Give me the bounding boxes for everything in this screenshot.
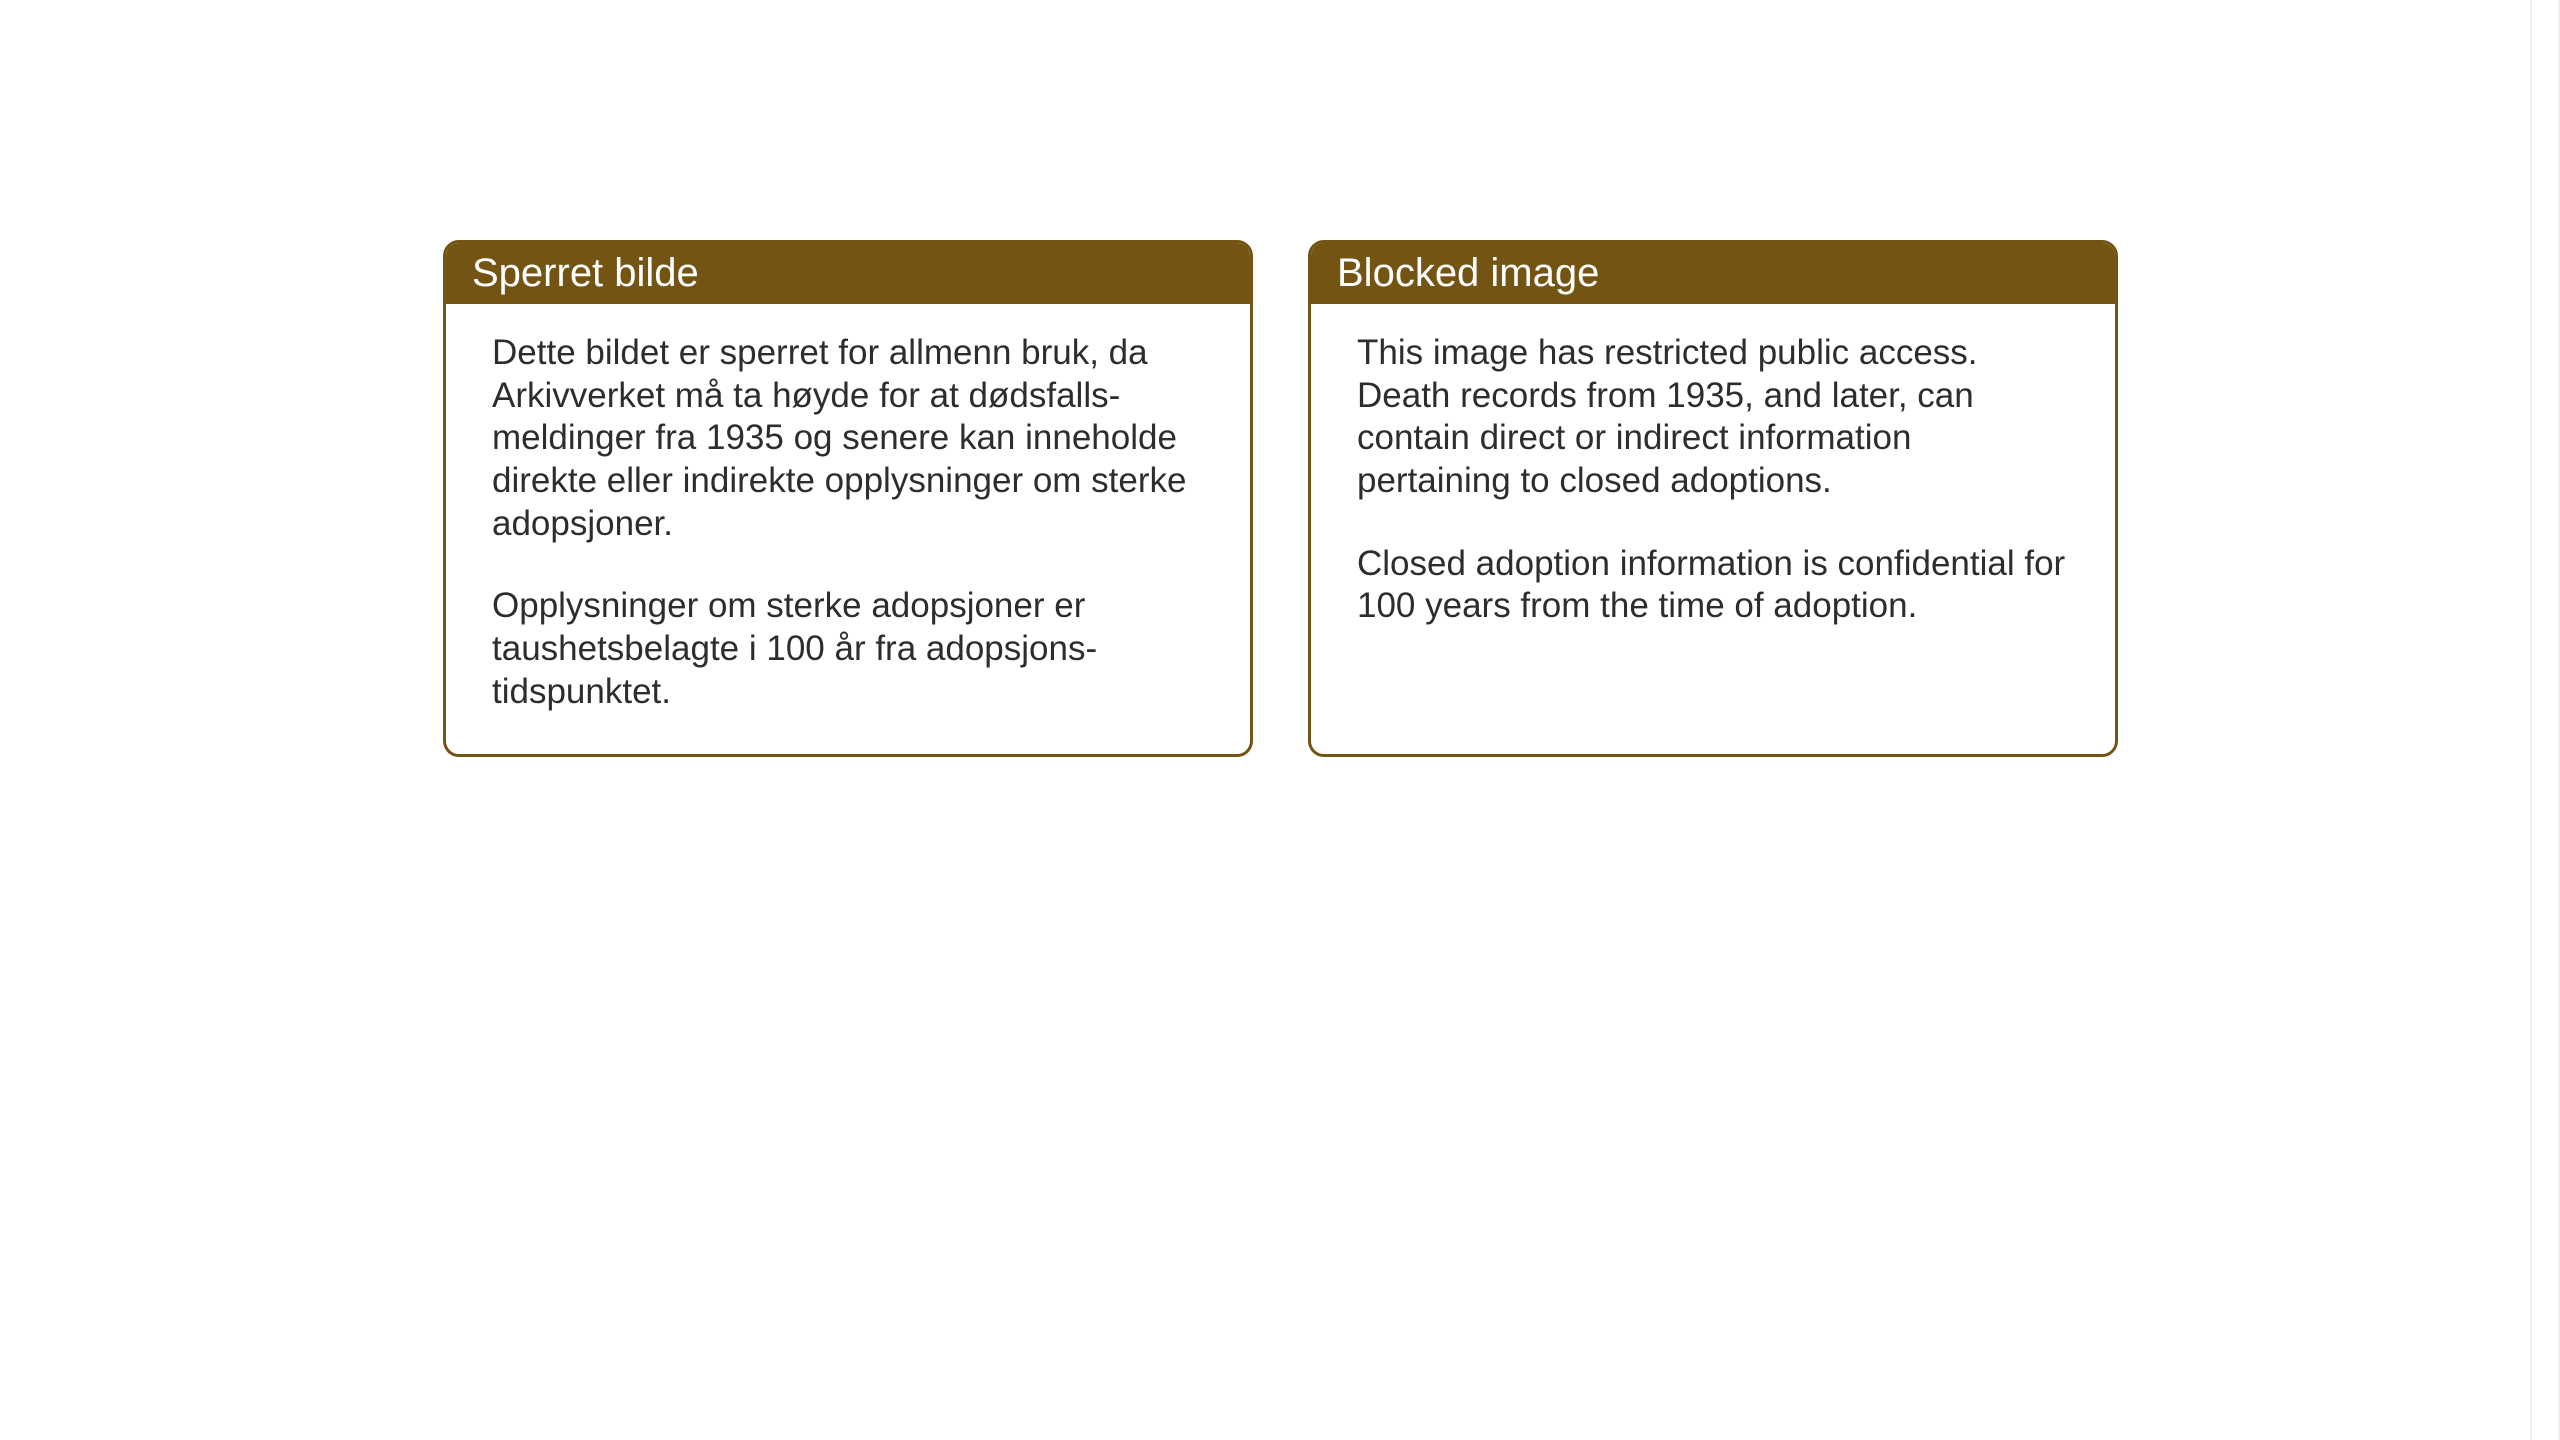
notice-body-english: This image has restricted public access.… [1311, 304, 2115, 668]
notice-paragraph-2-norwegian: Opplysninger om sterke adopsjoner er tau… [492, 585, 1204, 713]
notice-box-norwegian: Sperret bilde Dette bildet er sperret fo… [443, 240, 1253, 757]
vertical-scrollbar[interactable] [2530, 0, 2560, 1440]
notice-paragraph-1-norwegian: Dette bildet er sperret for allmenn bruk… [492, 332, 1204, 545]
notice-paragraph-2-english: Closed adoption information is confident… [1357, 543, 2069, 628]
notice-body-norwegian: Dette bildet er sperret for allmenn bruk… [446, 304, 1250, 754]
notice-box-english: Blocked image This image has restricted … [1308, 240, 2118, 757]
notice-title-english: Blocked image [1337, 251, 1599, 295]
notice-header-norwegian: Sperret bilde [446, 243, 1250, 304]
notices-container: Sperret bilde Dette bildet er sperret fo… [443, 240, 2118, 757]
scrollbar-thumb[interactable] [2532, 0, 2558, 1440]
notice-title-norwegian: Sperret bilde [472, 251, 699, 295]
notice-header-english: Blocked image [1311, 243, 2115, 304]
notice-paragraph-1-english: This image has restricted public access.… [1357, 332, 2069, 503]
